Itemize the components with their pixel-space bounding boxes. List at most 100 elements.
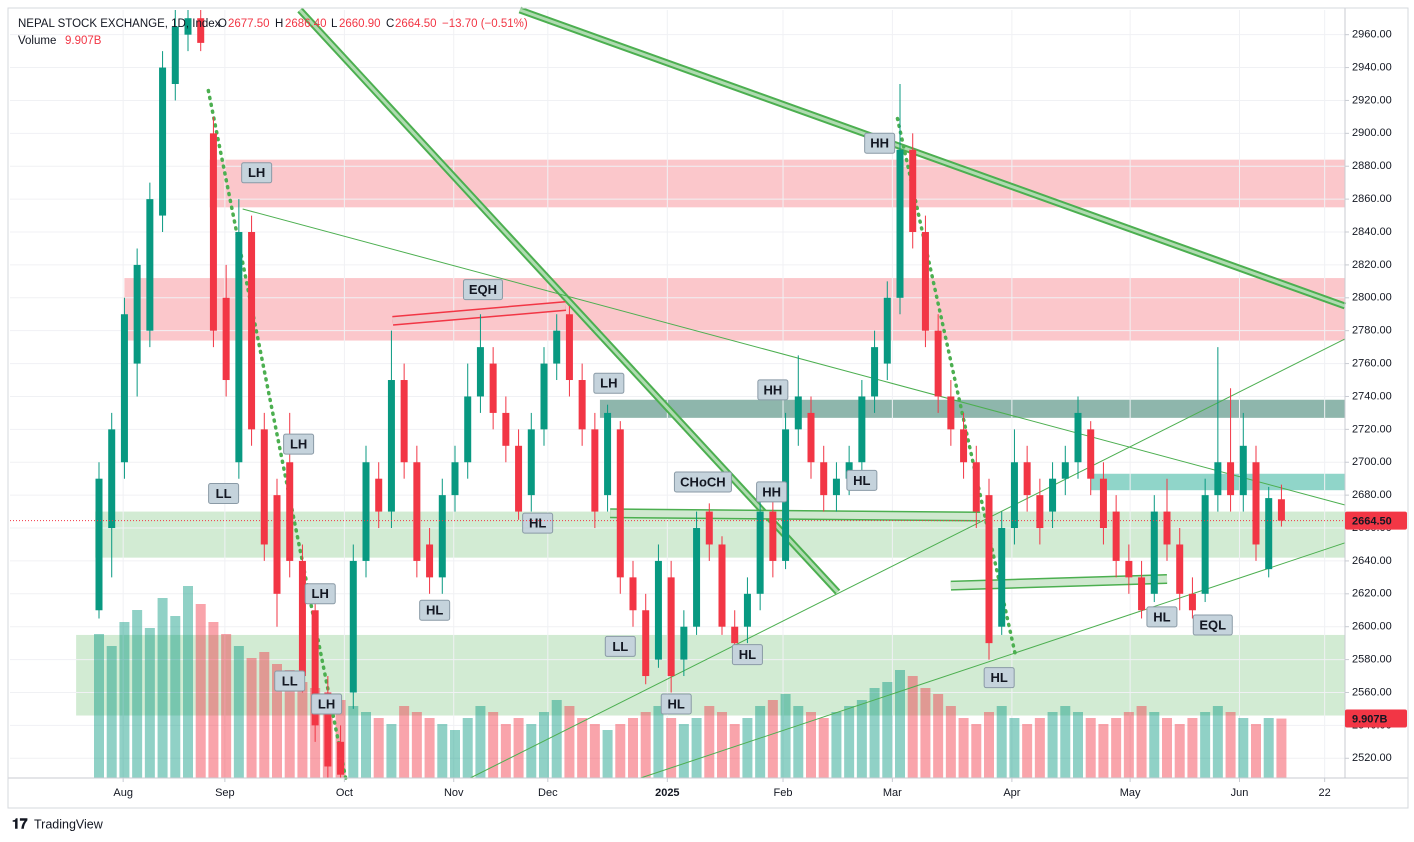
candle-body (95, 478, 103, 611)
candle-body (985, 495, 993, 644)
candle-body (693, 528, 701, 627)
candle-body (553, 330, 561, 364)
volume-bar (678, 724, 689, 778)
volume-bar (996, 706, 1007, 778)
y-tick-label: 2520.00 (1352, 752, 1392, 764)
volume-bar (348, 706, 359, 778)
candle-body (171, 26, 179, 85)
candle-body (960, 429, 968, 463)
volume-bar (221, 634, 232, 778)
candle-body (337, 741, 345, 775)
volume-bars (94, 586, 1287, 778)
x-tick-label: 22 (1319, 787, 1331, 799)
y-tick-label: 2960.00 (1352, 29, 1392, 41)
annotation-label: LH (312, 586, 329, 601)
volume-bar (539, 712, 549, 778)
annotation-label: LL (216, 486, 232, 501)
candle-body (1061, 462, 1069, 479)
volume-bar (780, 694, 791, 778)
trend-line (470, 338, 1346, 779)
volume-bar (640, 712, 651, 778)
volume-bar (1276, 718, 1287, 778)
candle-body (273, 495, 281, 594)
volume-bar (551, 700, 562, 778)
candle-body (502, 412, 510, 446)
candle-body (146, 199, 154, 331)
candle-body (909, 149, 917, 233)
candle-body (972, 462, 980, 512)
candle-body (680, 626, 688, 660)
annotation-label: HL (529, 516, 546, 531)
volume-bar (272, 664, 282, 778)
annotation-box (756, 481, 788, 503)
volume-bar (94, 634, 104, 778)
volume-bar (119, 622, 130, 778)
candle-body (1023, 462, 1031, 496)
volume-bar (1073, 712, 1083, 778)
volume-bar (564, 706, 575, 778)
candle-body (578, 380, 586, 430)
annotations: LH LL LH LH LL LH EQH LH HL HL CHoCH LL HL HL HH HH HL HH… (10, 132, 1345, 715)
candle-body (1201, 495, 1209, 594)
volume-bar (945, 706, 956, 778)
price-axis-marker (1345, 511, 1407, 530)
volume-bar (869, 688, 880, 778)
annotation-label: HH (763, 382, 782, 397)
volume-bar (933, 694, 944, 778)
x-tick-label: 2025 (655, 787, 679, 799)
volume-bar (462, 718, 473, 778)
volume-bar (1162, 718, 1172, 778)
candle-body (527, 429, 535, 496)
candle-body (1049, 478, 1057, 512)
y-tick-label: 2740.00 (1352, 390, 1392, 402)
x-tick-label: Feb (774, 787, 793, 799)
volume-bar (500, 724, 511, 778)
volume-bar (488, 712, 499, 778)
y-tick-label: 2620.00 (1352, 588, 1392, 600)
volume-bar (1123, 712, 1134, 778)
zones (76, 159, 1346, 716)
y-tick-label: 2860.00 (1352, 193, 1392, 205)
volume-bar (984, 712, 994, 778)
y-tick-label: 2780.00 (1352, 325, 1392, 337)
candle-body (654, 560, 662, 660)
candle-body (413, 462, 421, 561)
candle-body (1099, 478, 1107, 529)
volume-bar (1098, 724, 1109, 778)
candle-body (896, 149, 904, 298)
candle-body (794, 396, 802, 430)
volume-bar (1047, 712, 1058, 778)
candle-body (515, 445, 523, 512)
candle-body (1163, 511, 1171, 545)
candle-body (311, 610, 319, 726)
annotation-box (462, 279, 503, 301)
volume-bar (1136, 706, 1147, 778)
candle-body (731, 626, 739, 644)
x-tick-label: Apr (1003, 787, 1020, 799)
candle-body (298, 560, 306, 677)
grid (10, 10, 1345, 778)
brand-logo: 𝟏𝟕 (12, 816, 28, 832)
trend-line (242, 208, 1346, 506)
candle-body (324, 692, 332, 767)
volume-bar (767, 700, 778, 778)
annotation-box (660, 693, 692, 715)
annotation-box (304, 583, 336, 605)
volume-bar (806, 712, 816, 778)
candle-body (1138, 577, 1146, 611)
candle-body (222, 297, 230, 381)
volume-bar (526, 724, 537, 778)
candle-body (1252, 462, 1260, 545)
annotation-label: EQL (1199, 617, 1226, 632)
x-tick-label: Oct (336, 787, 353, 799)
volume-bar (424, 718, 435, 778)
volume-bar (920, 688, 931, 778)
annotation-box (419, 599, 451, 621)
volume-bar (1022, 724, 1033, 778)
y-tick-label: 2800.00 (1352, 292, 1392, 304)
candle-body (871, 347, 879, 397)
candle-body (133, 264, 141, 364)
price-zone (599, 399, 1345, 418)
annotation-box (283, 433, 315, 455)
y-tick-label: 2640.00 (1352, 555, 1392, 567)
